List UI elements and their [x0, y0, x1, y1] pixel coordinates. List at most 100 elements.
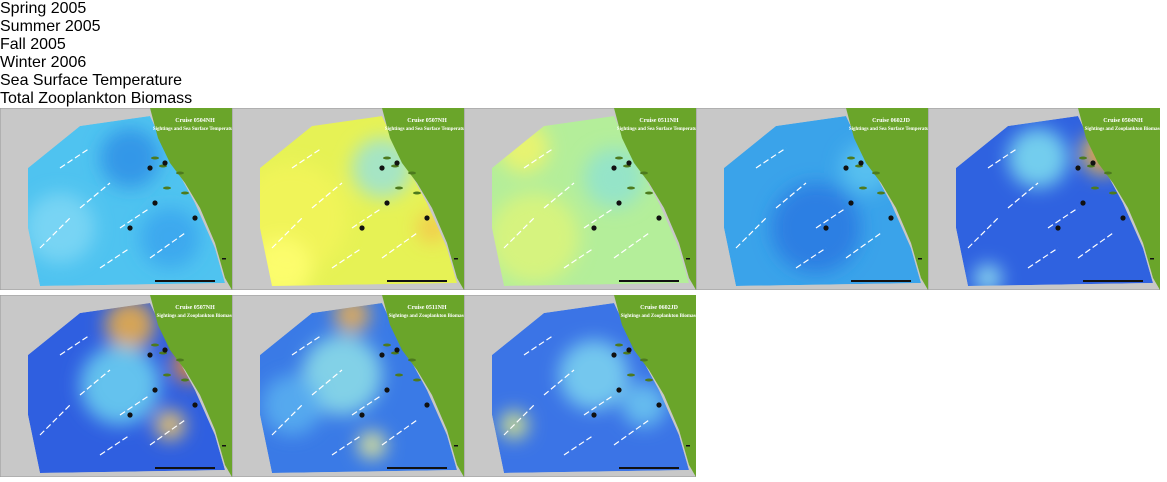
map-subtitle: Sightings and Sea Surface Temperature [849, 127, 928, 132]
map-panel: Cruise 0602JD Sightings and Zooplankton B… [464, 295, 696, 477]
sighting [359, 225, 364, 230]
sighting [379, 352, 384, 357]
sighting [127, 225, 132, 230]
island [872, 172, 880, 175]
north-mark [1150, 258, 1154, 260]
cruise-label: Cruise 0507NH [175, 305, 215, 311]
sighting [1090, 160, 1095, 165]
sighting [888, 215, 893, 220]
island [640, 172, 648, 175]
scale-bar [387, 280, 447, 282]
island [847, 157, 855, 160]
sighting [162, 160, 167, 165]
north-mark [454, 445, 458, 447]
sighting [616, 387, 621, 392]
sighting [127, 412, 132, 417]
sighting [192, 402, 197, 407]
sighting [1055, 225, 1060, 230]
figure: Spring 2005Summer 2005Fall 2005Winter 20… [0, 0, 1167, 436]
row-label: Sea Surface Temperature [0, 72, 1167, 90]
island [627, 187, 635, 190]
island [615, 344, 623, 347]
sighting [152, 387, 157, 392]
island [181, 379, 189, 382]
sighting [611, 352, 616, 357]
sighting [1075, 165, 1080, 170]
sighting [848, 200, 853, 205]
sighting [424, 402, 429, 407]
column-title: Summer 2005 [0, 18, 1167, 36]
column-title: Fall 2005 [0, 36, 1167, 54]
cruise-label: Cruise 0602JD [640, 305, 678, 311]
scale-bar [619, 280, 679, 282]
island [176, 172, 184, 175]
contour-blob [489, 193, 579, 283]
map-subtitle: Sightings and Sea Surface Temperature [153, 127, 232, 132]
sighting [147, 165, 152, 170]
map-subtitle: Sightings and Zooplankton Biomass [621, 314, 696, 319]
island [645, 379, 653, 382]
sighting [384, 200, 389, 205]
map-panel: Cruise 0602JD Sightings and Sea Surface T… [696, 108, 928, 290]
island [181, 192, 189, 195]
island [395, 187, 403, 190]
cruise-label: Cruise 0507NH [407, 118, 447, 124]
sighting [1080, 200, 1085, 205]
sighting [384, 387, 389, 392]
island [151, 344, 159, 347]
contour-blob [358, 431, 386, 459]
cruise-label: Cruise 0511NH [639, 118, 679, 124]
map-subtitle: Sightings and Zooplankton Biomass [1085, 127, 1160, 132]
cruise-label: Cruise 0504NH [1103, 118, 1143, 124]
island [645, 192, 653, 195]
cruise-label: Cruise 0511NH [407, 305, 447, 311]
row-label: Total Zooplankton Biomass [0, 90, 1167, 108]
sighting [611, 165, 616, 170]
north-mark [686, 258, 690, 260]
north-mark [222, 258, 226, 260]
cruise-label: Cruise 0504NH [175, 118, 215, 124]
island [383, 157, 391, 160]
island [413, 379, 421, 382]
sighting [152, 200, 157, 205]
map-panel: Cruise 0511NHSightings and Sea Surface T… [464, 108, 696, 290]
sighting [656, 215, 661, 220]
scale-bar [851, 280, 911, 282]
north-mark [918, 258, 922, 260]
sighting [823, 225, 828, 230]
sighting [359, 412, 364, 417]
sighting [147, 352, 152, 357]
island [859, 187, 867, 190]
contour-blob [559, 340, 629, 410]
island [413, 192, 421, 195]
island [408, 172, 416, 175]
contour-blob [80, 345, 160, 425]
cruise-label: Cruise 0602JD [872, 118, 910, 124]
island [1079, 157, 1087, 160]
island [1109, 192, 1117, 195]
map-grid: Spring 2005Summer 2005Fall 2005Winter 20… [0, 0, 1167, 482]
island [877, 192, 885, 195]
sighting [192, 215, 197, 220]
sighting [1120, 215, 1125, 220]
sighting [394, 347, 399, 352]
island [640, 359, 648, 362]
north-mark [686, 445, 690, 447]
contour-blob [1008, 128, 1068, 188]
island [1104, 172, 1112, 175]
island [383, 344, 391, 347]
sighting [626, 347, 631, 352]
sighting [591, 412, 596, 417]
island [151, 157, 159, 160]
map-subtitle: Sightings and Zooplankton Biomass [389, 314, 464, 319]
sighting [843, 165, 848, 170]
island [1091, 187, 1099, 190]
map-panel: Cruise 0504NH Sightings and Sea Surface T… [0, 108, 232, 290]
scale-bar [155, 280, 215, 282]
contour-blob [140, 208, 200, 268]
island [176, 359, 184, 362]
island [163, 374, 171, 377]
sighting [379, 165, 384, 170]
map-panel: Cruise 0504NH Sightings and Zooplankton B… [928, 108, 1160, 290]
